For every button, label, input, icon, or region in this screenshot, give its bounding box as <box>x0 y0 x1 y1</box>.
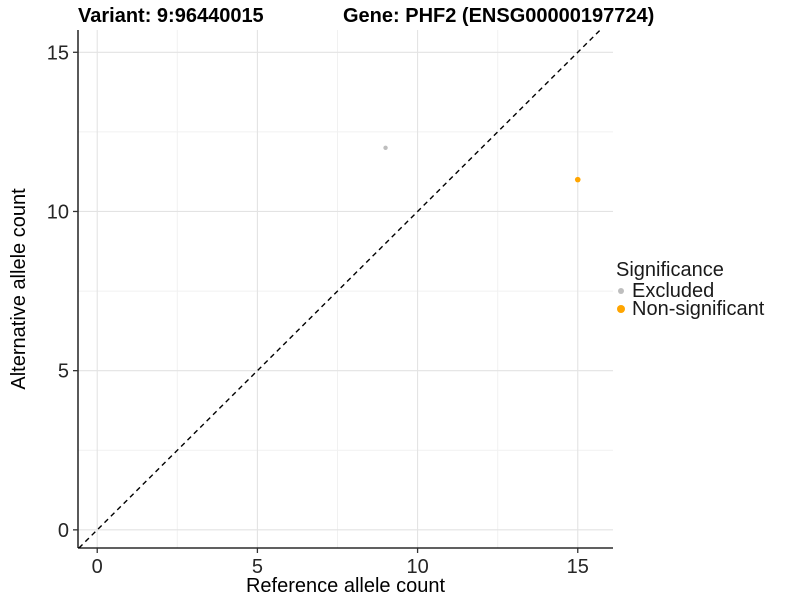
y-axis-title: Alternative allele count <box>8 188 30 390</box>
data-point-non-significant <box>574 176 581 183</box>
legend-title: Significance <box>616 259 724 281</box>
non-significant-marker-swatch <box>617 305 625 313</box>
identity-reference-line <box>78 29 601 549</box>
y-tick-label: 0 <box>58 520 69 542</box>
y-tick-label: 15 <box>47 42 69 64</box>
y-tick-label: 10 <box>47 201 69 223</box>
x-tick-label: 0 <box>92 556 103 578</box>
legend-item-label: Excluded <box>632 279 715 302</box>
legend-item-non-significant: Non-significant <box>616 297 765 320</box>
legend: Significance Excluded Non-significant <box>616 259 765 320</box>
legend-item-excluded: Excluded <box>616 279 764 302</box>
excluded-marker-swatch <box>618 288 624 294</box>
x-tick-label: 5 <box>252 556 263 578</box>
data-point-excluded <box>383 145 388 150</box>
x-axis-title: Reference allele count <box>246 575 445 597</box>
legend-item-label: Non-significant <box>632 297 765 320</box>
y-tick-label: 5 <box>58 361 69 383</box>
x-tick-label: 10 <box>406 556 428 578</box>
plot-title-gene: Gene: PHF2 (ENSG00000197724) <box>343 5 655 27</box>
plot-title-variant: Variant: 9:96440015 <box>78 5 264 27</box>
x-tick-label: 15 <box>567 556 589 578</box>
